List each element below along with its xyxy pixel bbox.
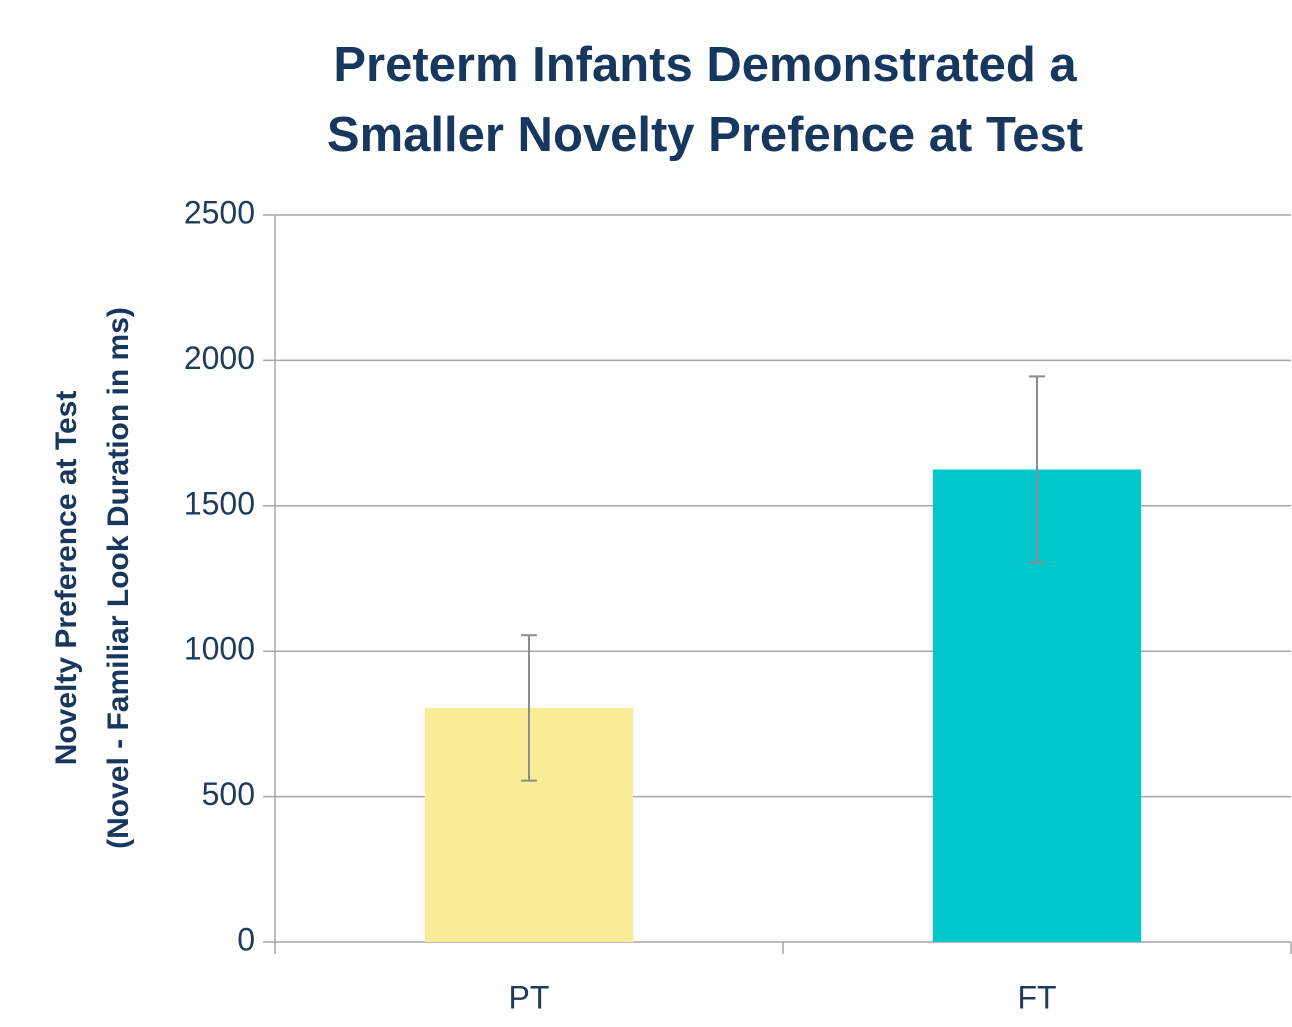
x-tick-label: PT [509,979,550,1015]
y-tick-label: 1500 [184,485,255,521]
y-axis-label: (Novel - Familiar Look Duration in ms) [102,307,135,849]
chart-title: Preterm Infants Demonstrated a [333,38,1077,92]
y-tick-label: 1000 [184,631,255,667]
y-tick-label: 2000 [184,340,255,376]
y-tick-label: 0 [237,921,255,957]
y-axis-label: Novelty Preference at Test [50,391,83,766]
y-tick-label: 500 [202,776,255,812]
x-tick-label: FT [1017,979,1056,1015]
chart-title: Smaller Novelty Prefence at Test [327,108,1083,162]
y-tick-label: 2500 [184,194,255,230]
